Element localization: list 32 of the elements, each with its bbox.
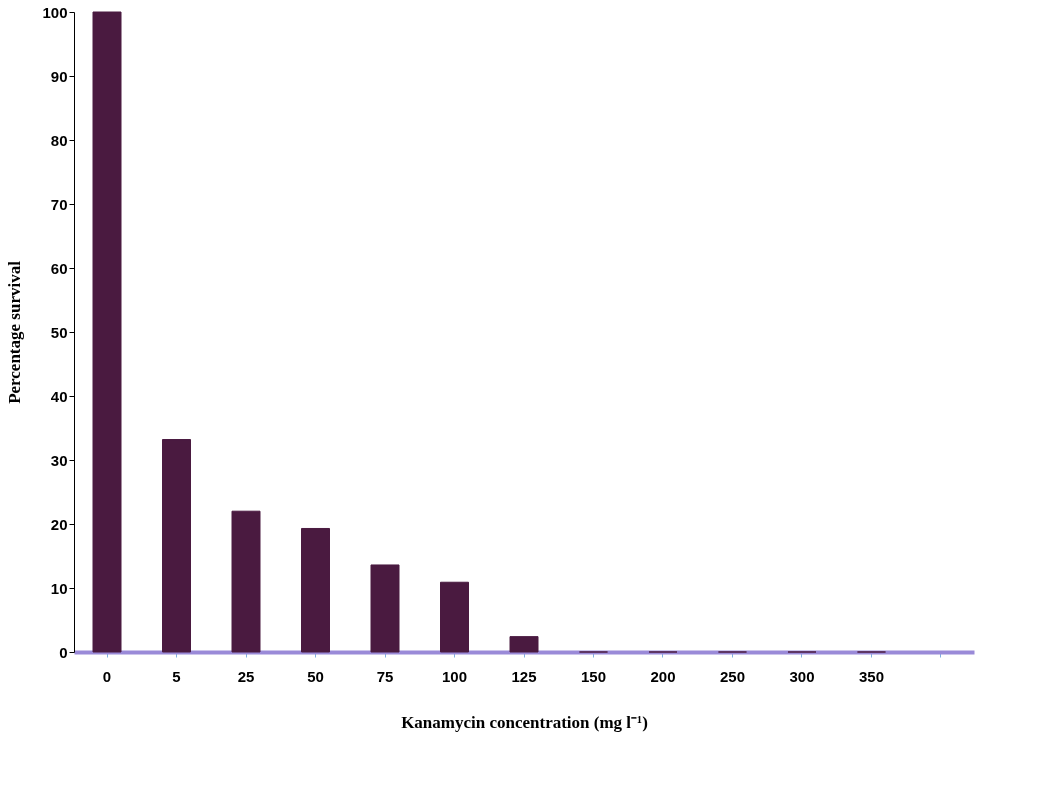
- y-tick-label: 0: [59, 643, 68, 661]
- x-tick-label: 200: [650, 667, 676, 685]
- bar: [231, 510, 261, 653]
- y-tick-label: 90: [50, 67, 68, 85]
- x-tick-label: 150: [580, 667, 607, 685]
- bar: [301, 527, 331, 653]
- x-tick-label: 0: [102, 667, 112, 685]
- y-tick-label: 100: [42, 3, 68, 21]
- y-axis-title: Percentage survival: [5, 260, 25, 404]
- y-tick-label: 30: [50, 451, 68, 469]
- y-tick-label: 80: [50, 131, 68, 149]
- x-tick-label: 300: [789, 667, 815, 685]
- y-tick-label: 50: [50, 323, 68, 341]
- y-tick-label: 10: [50, 579, 68, 597]
- x-tick-label: 125: [511, 667, 537, 685]
- bar: [509, 636, 539, 653]
- x-tick-label: 100: [441, 667, 468, 685]
- y-tick-label: 70: [50, 195, 68, 213]
- x-tick-label: 5: [172, 667, 181, 685]
- x-tick-label: 350: [858, 667, 885, 685]
- bar: [92, 11, 122, 653]
- y-tick-label: 60: [50, 259, 68, 277]
- x-tick-label: 250: [719, 667, 746, 685]
- x-axis-title: Kanamycin concentration (mg l⁻¹): [401, 712, 648, 732]
- y-tick-label: 20: [50, 515, 68, 533]
- bar: [440, 581, 469, 653]
- bar: [370, 564, 400, 653]
- bar: [162, 439, 192, 653]
- x-tick-label: 75: [376, 667, 394, 685]
- y-tick-label: 40: [50, 387, 68, 405]
- x-tick-label: 25: [237, 667, 255, 685]
- x-tick-label: 50: [307, 667, 324, 685]
